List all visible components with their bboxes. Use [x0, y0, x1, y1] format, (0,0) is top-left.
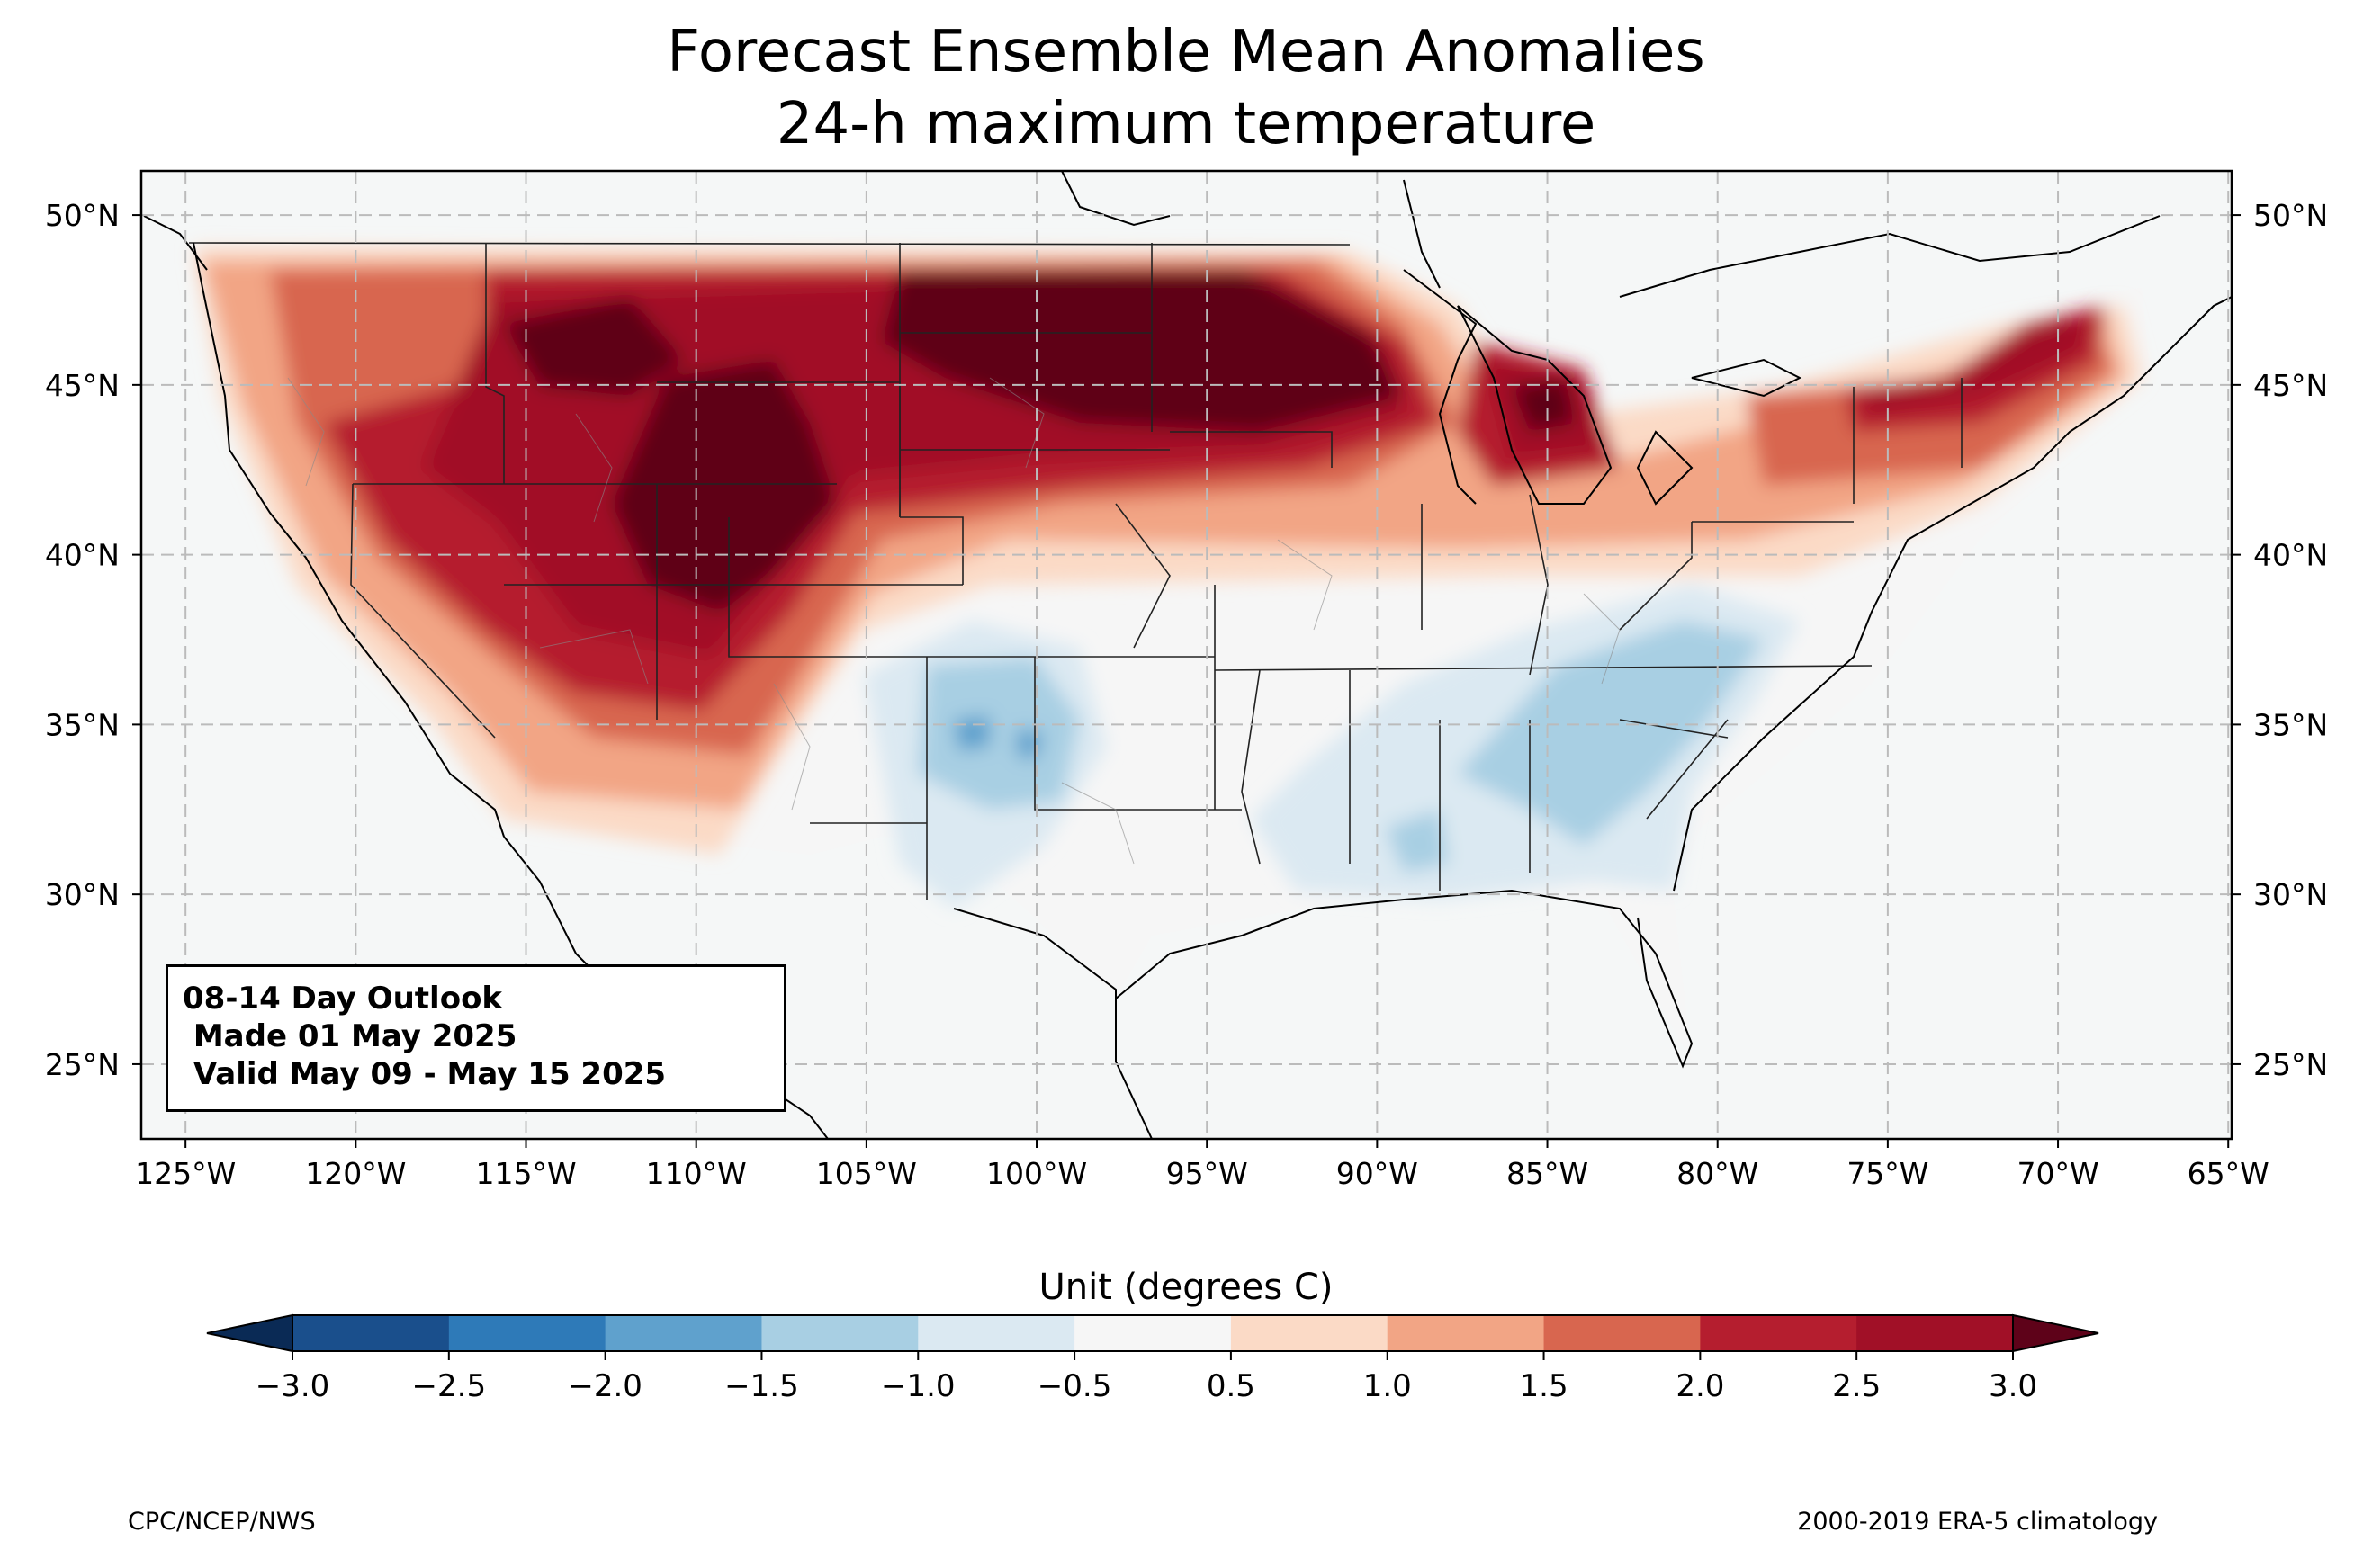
- colorbar-swatch: [1074, 1315, 1232, 1351]
- lon-tick-label: 100°W: [986, 1156, 1087, 1191]
- colorbar-swatch: [448, 1315, 606, 1351]
- anomaly-minus-1.0: [918, 621, 1764, 873]
- footer-source: CPC/NCEP/NWS: [128, 1508, 316, 1536]
- footer-climatology: 2000-2019 ERA-5 climatology: [1797, 1508, 2158, 1536]
- colorbar-swatch: [918, 1315, 1075, 1351]
- lat-tick-label-left: 35°N: [45, 707, 120, 742]
- lat-tick-label-left: 40°N: [45, 538, 120, 573]
- colorbar-tick-label: −1.0: [881, 1368, 956, 1404]
- lon-tick-label: 75°W: [1846, 1156, 1928, 1191]
- state-borders: [188, 242, 1963, 900]
- colorbar-tick-label: −2.0: [568, 1368, 642, 1404]
- lon-tick-label: 105°W: [816, 1156, 917, 1191]
- county-lines: [287, 377, 1621, 865]
- anomaly-above-3.0: [504, 270, 1575, 612]
- colorbar-tick-label: 0.5: [1207, 1368, 1255, 1404]
- lon-tick-label: 80°W: [1676, 1156, 1758, 1191]
- lon-tick-label: 90°W: [1336, 1156, 1418, 1191]
- lat-tick-label-left: 45°N: [45, 368, 120, 403]
- colorbar-tick-label: 2.0: [1676, 1368, 1724, 1404]
- chart-title-line2: 24-h maximum temperature: [776, 91, 1596, 157]
- lon-tick-label: 120°W: [305, 1156, 406, 1191]
- colorbar-tick-label: −3.0: [256, 1368, 330, 1404]
- colorbar-swatch: [1230, 1315, 1388, 1351]
- colorbar-swatch: [1856, 1315, 2014, 1351]
- colorbar-extend-high: [2012, 1313, 2099, 1353]
- lat-tick-label-left: 25°N: [45, 1047, 120, 1082]
- colorbar-tick-label: 2.5: [1832, 1368, 1881, 1404]
- lat-tick-label-right: 25°N: [2253, 1047, 2328, 1082]
- colorbar-swatch: [1387, 1315, 1545, 1351]
- lat-tick-label-right: 35°N: [2253, 707, 2328, 742]
- colorbar-swatch: [761, 1315, 919, 1351]
- lat-tick-label-right: 50°N: [2253, 198, 2328, 233]
- colorbar-swatch: [605, 1315, 762, 1351]
- colorbar-tick-label: −1.5: [724, 1368, 799, 1404]
- map-frame: [139, 169, 2233, 1141]
- colorbar-extend-low: [206, 1313, 293, 1353]
- colorbar-tick-label: −0.5: [1038, 1368, 1112, 1404]
- lat-tick-label-left: 30°N: [45, 877, 120, 912]
- lon-tick-label: 85°W: [1506, 1156, 1588, 1191]
- colorbar-tick-label: 1.5: [1520, 1368, 1568, 1404]
- colorbar-swatch: [1543, 1315, 1701, 1351]
- lon-tick-label: 115°W: [475, 1156, 576, 1191]
- colorbar-title: Unit (degrees C): [1038, 1267, 1334, 1308]
- lon-tick-label: 110°W: [646, 1156, 747, 1191]
- lat-tick-label-right: 40°N: [2253, 538, 2328, 573]
- colorbar: −3.0 −2.5 −2.0 −1.5 −1.0 −0.5 0.5 1.0 1.5 2.0 2.5 3…: [206, 1313, 2099, 1404]
- lat-tick-label-right: 45°N: [2253, 368, 2328, 403]
- outlook-period: 08-14 Day Outlook: [183, 981, 503, 1017]
- colorbar-tick-label: −2.5: [412, 1368, 487, 1404]
- lon-tick-label: 70°W: [2017, 1156, 2098, 1191]
- anomaly-2.5-3.0: [423, 274, 2088, 657]
- colorbar-swatch: [292, 1315, 450, 1351]
- lon-tick-label: 95°W: [1166, 1156, 1248, 1191]
- lat-tick-label-right: 30°N: [2253, 877, 2328, 912]
- outlook-info-box: 08-14 Day Outlook Made 01 May 2025 Valid…: [166, 964, 786, 1112]
- colorbar-tick-label: 3.0: [1989, 1368, 2037, 1404]
- valid-dates: Valid May 09 - May 15 2025: [183, 1056, 667, 1092]
- colorbar-swatch: [1700, 1315, 1857, 1351]
- made-date: Made 01 May 2025: [183, 1018, 517, 1054]
- longitude-ticks: 125°W 120°W 115°W 110°W 105°W 100°W 95°W 90°W 85…: [135, 1139, 2269, 1191]
- colorbar-tick-label: 1.0: [1363, 1368, 1412, 1404]
- grid-lines: [141, 171, 2232, 1139]
- lat-tick-label-left: 50°N: [45, 198, 120, 233]
- lon-tick-label: 125°W: [135, 1156, 236, 1191]
- chart-title-line1: Forecast Ensemble Mean Anomalies: [667, 19, 1705, 85]
- colorbar-frame: [292, 1314, 2014, 1352]
- lon-tick-label: 65°W: [2188, 1156, 2269, 1191]
- anomaly-minus-1.5: [954, 715, 1044, 760]
- latitude-ticks: 25°N 25°N 30°N 30°N 35°N 35°N 40°N 40°N 45°N 45°N…: [45, 198, 2328, 1082]
